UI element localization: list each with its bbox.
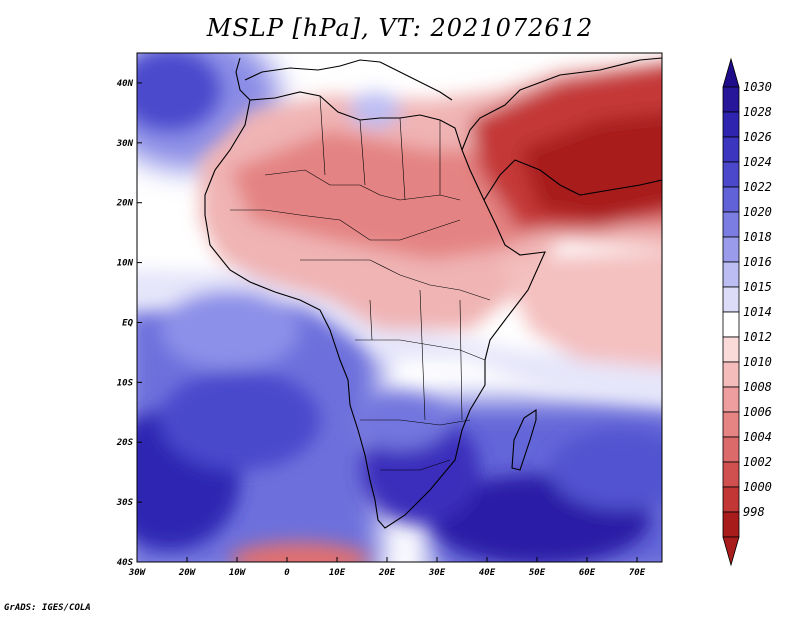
chart-title: MSLP [hPa], VT: 2021072612	[206, 14, 594, 42]
africa-coastline	[204, 57, 546, 529]
colorbar-swatch	[722, 461, 740, 488]
lon-tick-label: 30W	[128, 568, 147, 578]
colorbar-swatch	[722, 86, 740, 113]
border-meridional-north	[319, 95, 441, 201]
lon-tick-label: 20W	[178, 568, 197, 578]
colorbar-label: 1015	[743, 280, 772, 294]
lat-tick-label: 30N	[116, 139, 134, 149]
colorbar-swatch	[722, 411, 740, 438]
lon-tick-label: 0	[284, 568, 290, 578]
indian-high-mid	[550, 430, 662, 510]
st-helena-high-mid	[160, 370, 320, 470]
border-sahel-mid	[230, 209, 461, 241]
border-meridional-south	[369, 289, 463, 421]
grads-credit: GrADS: IGES/COLA	[4, 603, 91, 613]
colorbar-label: 1002	[743, 455, 772, 469]
coastlines	[204, 57, 662, 529]
colorbar-label: 1018	[743, 230, 772, 244]
lat-tick-label: 30S	[116, 498, 134, 508]
lon-tick-label: 20E	[378, 568, 396, 578]
pressure-field	[137, 53, 662, 562]
colorbar-label: 1010	[743, 355, 772, 369]
colorbar-swatch	[722, 336, 740, 363]
madagascar	[511, 408, 537, 471]
lon-tick-label: 60E	[579, 568, 596, 578]
colorbar: 1030 1028 1026 1024 1022 1020 1018 1016 1015 1014…	[722, 57, 772, 567]
lon-tick-label: 10E	[329, 568, 346, 578]
lat-tick-label: 20S	[116, 438, 134, 448]
country-borders	[230, 95, 491, 471]
colorbar-swatch	[722, 286, 740, 313]
colorbar-swatch	[722, 361, 740, 388]
colorbar-label: 1022	[743, 180, 772, 194]
colorbar-swatch	[722, 161, 740, 188]
colorbar-label: 1016	[743, 255, 772, 269]
indian-ocean-trough	[500, 251, 662, 368]
colorbar-swatch	[722, 186, 740, 213]
colorbar-label: 1026	[743, 130, 772, 144]
colorbar-label: 1006	[743, 405, 772, 419]
sw-atlantic-low	[230, 542, 370, 562]
lat-tick-label: 20N	[116, 199, 134, 209]
atlantic-high-edge	[160, 290, 300, 370]
border-equatorial	[300, 259, 491, 301]
colorbar-swatch	[722, 436, 740, 463]
lon-tick-label: 30E	[428, 568, 446, 578]
colorbar-swatch	[722, 311, 740, 338]
lat-tick-label: 10S	[117, 378, 134, 388]
colorbar-label: 1024	[743, 155, 772, 169]
border-sahel-north	[264, 169, 461, 201]
colorbar-swatch	[722, 386, 740, 413]
mediterranean-high	[350, 92, 400, 128]
axes: 30W 20W 10W 0 10E 20E 30E 40E 50E 60E 70E 40N 30N 20N…	[116, 79, 646, 578]
lon-tick-label: 10W	[229, 568, 247, 578]
azores-high-core	[137, 53, 220, 130]
colorbar-label: 1012	[743, 330, 772, 344]
colorbar-label: 1000	[743, 480, 772, 494]
arabia-low-core	[520, 113, 662, 220]
colorbar-swatch	[722, 136, 740, 163]
colorbar-label: 1008	[743, 380, 772, 394]
red-sea-gulf-coast	[483, 159, 662, 201]
border-south	[360, 419, 471, 471]
lon-tick-label: 70E	[629, 568, 646, 578]
lat-tick-label: EQ	[122, 318, 133, 328]
lon-tick-label: 50E	[529, 568, 546, 578]
lon-tick-label: 40E	[479, 568, 496, 578]
middle-east-coast-north	[461, 57, 662, 151]
colorbar-label: 1004	[743, 430, 772, 444]
colorbar-swatch	[722, 111, 740, 138]
lat-tick-label: 40N	[117, 79, 134, 89]
lat-tick-label: 10N	[117, 259, 134, 269]
colorbar-swatch	[722, 211, 740, 238]
colorbar-top-arrow	[722, 57, 740, 88]
colorbar-swatch	[722, 511, 740, 538]
colorbar-label: 1030	[743, 80, 772, 94]
equatorial-belt	[137, 270, 662, 407]
colorbar-bottom-arrow	[722, 536, 740, 567]
lat-tick-label: 40S	[117, 558, 134, 568]
colorbar-label: 1028	[743, 105, 772, 119]
border-central	[355, 339, 486, 361]
colorbar-swatch	[722, 486, 740, 513]
colorbar-label: 998	[743, 505, 765, 519]
colorbar-label: 1014	[743, 305, 772, 319]
colorbar-label: 1020	[743, 205, 772, 219]
colorbar-swatch	[722, 261, 740, 288]
plot-frame	[136, 52, 663, 563]
mediterranean-north-coast	[244, 59, 453, 101]
colorbar-swatch	[722, 236, 740, 263]
